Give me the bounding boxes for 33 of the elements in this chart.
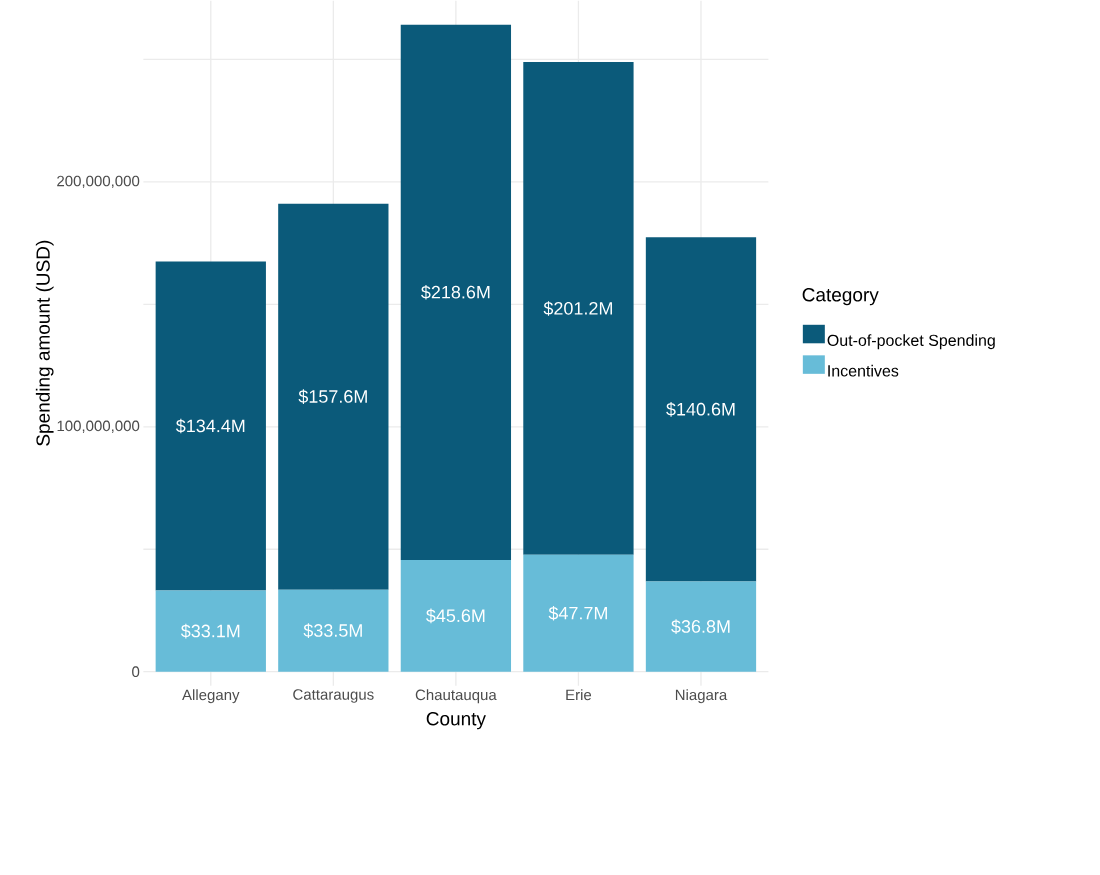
y-tick-label: 200,000,000 xyxy=(57,175,140,189)
y-tick-label: 0 xyxy=(132,666,140,677)
x-axis-title: County xyxy=(426,712,486,730)
bar xyxy=(400,24,512,561)
bar xyxy=(278,589,389,672)
x-tick-label: Niagara xyxy=(675,689,728,704)
data-label: $218.6M xyxy=(421,285,490,300)
data-label: $134.4M xyxy=(175,418,245,434)
y-tick-label: 100,000,000 xyxy=(57,420,140,433)
bar xyxy=(523,554,634,672)
legend-label: Incentives xyxy=(828,364,899,377)
data-label: $47.7M xyxy=(548,605,607,621)
x-tick-label: Cattaraugus xyxy=(293,689,374,703)
legend-label: Out-of-pocket Spending xyxy=(827,334,995,350)
bar xyxy=(645,581,757,672)
bar xyxy=(155,261,266,591)
y-axis-title: Spending amount (USD) xyxy=(35,240,54,446)
data-label: $157.6M xyxy=(298,389,367,404)
data-label: $36.8M xyxy=(671,619,730,634)
bar xyxy=(645,237,757,582)
x-tick-label: Chautauqua xyxy=(415,689,497,704)
bar xyxy=(400,560,512,672)
x-tick-label: Allegany xyxy=(182,689,240,704)
x-tick-label: Erie xyxy=(566,689,592,701)
data-label: $140.6M xyxy=(666,402,735,417)
bar xyxy=(155,590,266,672)
data-label: $33.1M xyxy=(180,623,240,639)
legend-title: Category xyxy=(802,288,879,306)
data-label: $33.5M xyxy=(303,623,362,638)
bar xyxy=(523,62,634,555)
data-label: $201.2M xyxy=(543,301,612,316)
data-label: $45.6M xyxy=(426,608,485,624)
bar xyxy=(278,203,389,590)
